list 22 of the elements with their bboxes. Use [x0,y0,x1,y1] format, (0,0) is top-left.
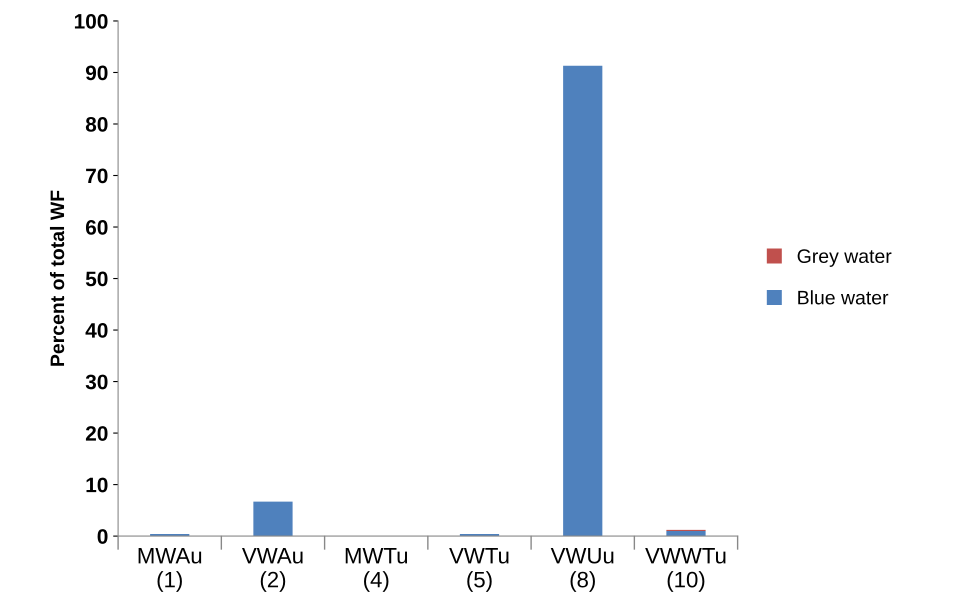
y-tick-label: 80 [86,116,108,132]
y-axis-title: Percent of total WF [50,190,64,366]
y-tick-label: 0 [98,529,108,544]
y-tick-label: 30 [86,374,108,390]
x-tick-label: MWAu (1) [138,548,202,592]
legend-label: Grey water [798,249,892,267]
y-tick-label: 70 [86,168,108,184]
bar [563,66,602,536]
y-tick-label: 10 [86,478,108,492]
bar [253,502,293,536]
legend-label: Blue water [798,290,888,304]
x-tick-label: VWWTu (10) [645,548,726,592]
y-tick-label: 60 [86,220,108,235]
y-tick-label: 100 [74,14,108,29]
x-tick-label: VWUu (8) [550,548,614,592]
y-tick-label: 90 [86,65,108,80]
x-tick-label: MWTu (4) [346,548,408,592]
y-tick-label: 40 [86,323,108,338]
y-tick-label: 20 [86,426,108,441]
x-tick-label: VWAu (2) [242,548,303,592]
y-tick-label: 50 [86,272,108,286]
x-tick-label: VWTu (5) [449,548,508,592]
